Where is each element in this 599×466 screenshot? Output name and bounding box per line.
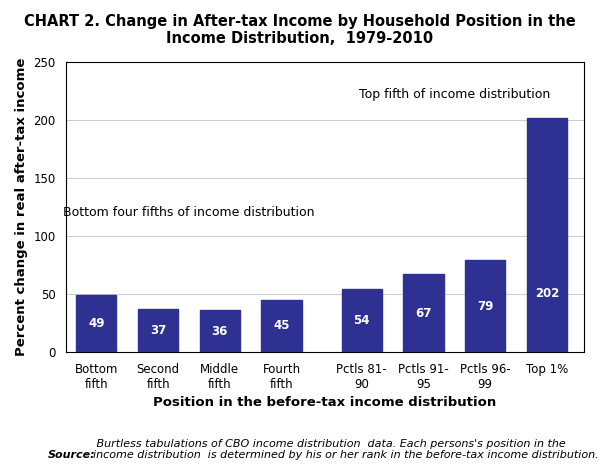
Text: 37: 37	[150, 324, 167, 337]
Text: 202: 202	[535, 287, 559, 300]
Bar	[342, 289, 382, 352]
Text: 49: 49	[88, 317, 105, 330]
Bar	[262, 300, 302, 352]
Text: 54: 54	[353, 314, 370, 327]
Text: 36: 36	[211, 325, 228, 338]
Text: Top fifth of income distribution: Top fifth of income distribution	[359, 88, 550, 101]
Bar	[527, 117, 567, 352]
Y-axis label: Percent change in real after-tax income: Percent change in real after-tax income	[15, 58, 28, 356]
Text: Burtless tabulations of CBO income distribution  data. Each persons's position i: Burtless tabulations of CBO income distr…	[93, 439, 598, 460]
Text: Source:: Source:	[48, 451, 96, 460]
Text: Bottom four fifths of income distribution: Bottom four fifths of income distributio…	[63, 206, 314, 219]
Bar	[465, 260, 506, 352]
X-axis label: Position in the before-tax income distribution: Position in the before-tax income distri…	[153, 396, 497, 409]
Text: CHART 2. Change in After-tax Income by Household Position in the
Income Distribu: CHART 2. Change in After-tax Income by H…	[23, 14, 576, 47]
Text: 45: 45	[273, 320, 290, 332]
Bar	[200, 310, 240, 352]
Text: 79: 79	[477, 300, 494, 313]
Bar	[138, 309, 178, 352]
Bar	[76, 295, 116, 352]
Text: 67: 67	[415, 307, 432, 320]
Bar	[404, 274, 444, 352]
